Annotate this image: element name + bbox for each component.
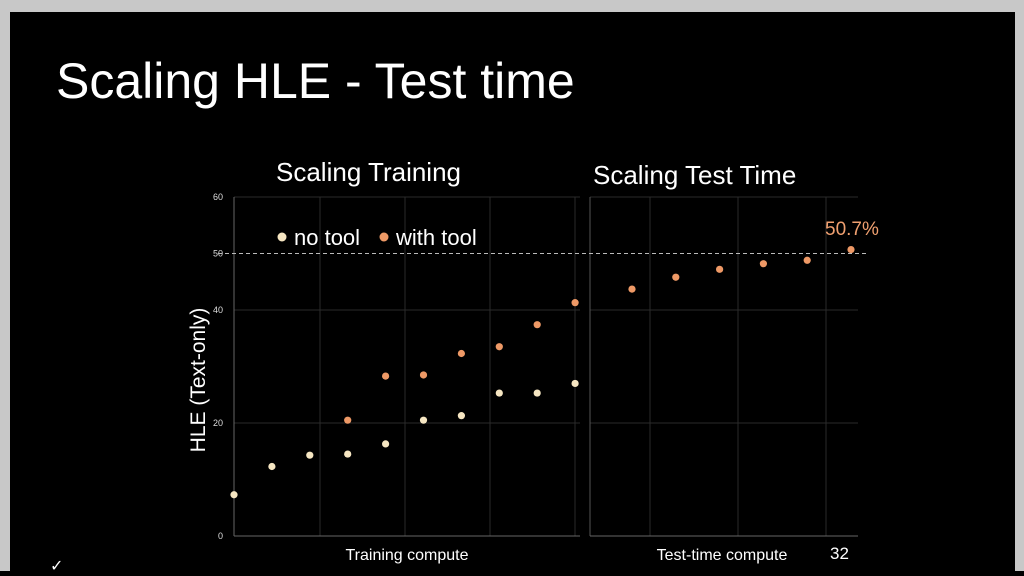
panel-title-test-time: Scaling Test Time bbox=[593, 160, 797, 190]
point-with-tool bbox=[571, 299, 579, 307]
point-no-tool bbox=[306, 451, 314, 459]
x-axis-label-test-time: Test-time compute bbox=[657, 547, 788, 564]
point-no-tool bbox=[382, 440, 390, 448]
checkmark-icon: ✓ bbox=[50, 558, 64, 575]
point-with-tool bbox=[847, 245, 855, 254]
point-with-tool bbox=[803, 256, 811, 264]
point-with-tool bbox=[344, 416, 352, 424]
window-border-top bbox=[0, 0, 1024, 12]
point-no-tool bbox=[419, 416, 428, 424]
point-with-tool bbox=[672, 273, 680, 281]
point-with-tool bbox=[759, 260, 768, 268]
point-no-tool bbox=[571, 379, 579, 388]
chart-text: HLE (Text-only) Training compute Test-ti… bbox=[187, 219, 879, 564]
point-no-tool bbox=[533, 389, 541, 397]
point-no-tool bbox=[344, 450, 352, 458]
legend-marker-no-tool bbox=[277, 232, 287, 242]
y-tick-label: 0 bbox=[218, 531, 223, 541]
point-no-tool bbox=[457, 412, 465, 420]
point-no-tool bbox=[268, 462, 276, 471]
window-border-right bbox=[1015, 0, 1024, 571]
y-axis-label: HLE (Text-only) bbox=[187, 308, 210, 453]
x-axis-label-training: Training compute bbox=[345, 547, 468, 564]
legend-marker-with-tool bbox=[379, 232, 389, 242]
point-no-tool bbox=[230, 491, 238, 499]
point-with-tool bbox=[495, 343, 503, 351]
data-points bbox=[230, 245, 855, 499]
annotation-50-7: 50.7% bbox=[825, 219, 879, 240]
window-border-left bbox=[0, 0, 10, 571]
legend-label-with-tool: with tool bbox=[395, 225, 477, 250]
point-with-tool bbox=[419, 371, 428, 379]
slide-title: Scaling HLE - Test time bbox=[56, 53, 575, 109]
y-tick-label: 40 bbox=[213, 305, 223, 315]
y-tick-label: 60 bbox=[213, 192, 223, 202]
point-with-tool bbox=[716, 265, 724, 273]
y-tick-label: 20 bbox=[213, 418, 223, 428]
point-with-tool bbox=[382, 372, 390, 380]
point-with-tool bbox=[457, 349, 465, 358]
panel-title-training: Scaling Training bbox=[276, 157, 461, 187]
legend-label-no-tool: no tool bbox=[294, 225, 360, 250]
point-with-tool bbox=[533, 321, 541, 329]
point-with-tool bbox=[628, 285, 636, 293]
y-tick-label: 50 bbox=[213, 249, 223, 259]
point-no-tool bbox=[495, 389, 503, 397]
slide-number: 32 bbox=[830, 544, 849, 563]
